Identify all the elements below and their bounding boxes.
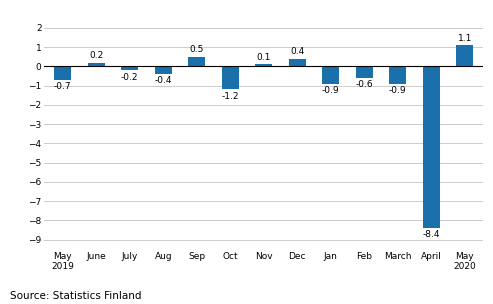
Text: 0.2: 0.2 xyxy=(89,51,104,60)
Text: -0.4: -0.4 xyxy=(154,76,172,85)
Text: 0.1: 0.1 xyxy=(256,53,271,62)
Text: -0.7: -0.7 xyxy=(54,82,71,91)
Bar xyxy=(423,66,440,228)
Bar xyxy=(155,66,172,74)
Bar xyxy=(88,63,105,66)
Text: -0.9: -0.9 xyxy=(322,86,340,95)
Bar xyxy=(457,45,473,66)
Bar xyxy=(188,57,205,66)
Bar xyxy=(289,59,306,66)
Text: -0.6: -0.6 xyxy=(355,80,373,89)
Text: -0.2: -0.2 xyxy=(121,73,139,81)
Text: Source: Statistics Finland: Source: Statistics Finland xyxy=(10,291,141,301)
Text: 1.1: 1.1 xyxy=(458,34,472,43)
Bar xyxy=(356,66,373,78)
Text: -8.4: -8.4 xyxy=(423,230,440,240)
Bar xyxy=(255,64,272,66)
Text: 0.4: 0.4 xyxy=(290,47,304,56)
Bar xyxy=(322,66,339,84)
Bar xyxy=(121,66,138,70)
Bar xyxy=(389,66,406,84)
Text: -1.2: -1.2 xyxy=(221,92,239,101)
Text: 0.5: 0.5 xyxy=(190,45,204,54)
Text: -0.9: -0.9 xyxy=(389,86,407,95)
Bar xyxy=(222,66,239,89)
Bar xyxy=(54,66,71,80)
